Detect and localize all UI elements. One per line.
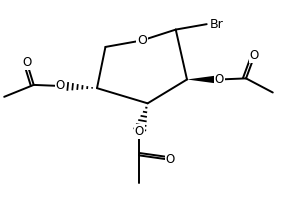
Text: O: O — [137, 34, 147, 47]
Polygon shape — [187, 75, 219, 84]
Text: O: O — [250, 49, 259, 62]
Text: O: O — [166, 153, 175, 166]
Text: Br: Br — [210, 18, 223, 31]
Text: O: O — [135, 125, 144, 138]
Text: O: O — [22, 56, 31, 69]
Text: O: O — [215, 73, 224, 86]
Text: O: O — [56, 79, 65, 92]
